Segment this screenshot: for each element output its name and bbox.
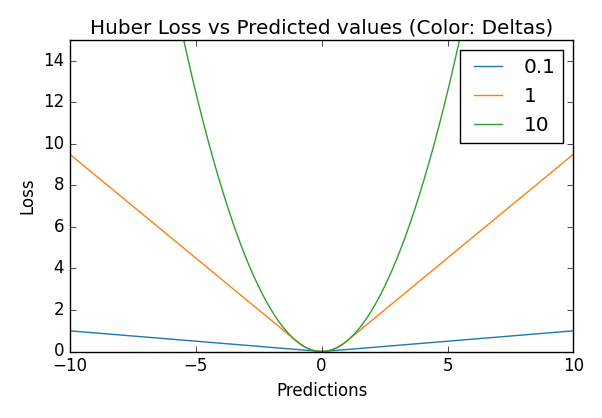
- Y-axis label: Loss: Loss: [18, 177, 36, 214]
- 0.1: [468, 336, 476, 342]
- 0.1: [412, 342, 420, 347]
- 1: [570, 152, 577, 157]
- Line: 10: 10: [70, 0, 574, 352]
- Line: 1: 1: [70, 154, 574, 352]
- 0.1: [318, 349, 325, 354]
- 1: [66, 152, 73, 157]
- 0.1: [570, 328, 577, 333]
- 0.1: [270, 345, 277, 350]
- Legend: 0.1, 1, 10: 0.1, 1, 10: [459, 50, 563, 143]
- 0.1: [288, 347, 295, 352]
- 1: [412, 281, 420, 286]
- Title: Huber Loss vs Predicted values (Color: Deltas): Huber Loss vs Predicted values (Color: D…: [90, 18, 553, 37]
- 1: [288, 335, 295, 340]
- 10: [288, 334, 295, 339]
- 1: [318, 349, 325, 354]
- 0.1: [66, 328, 73, 333]
- 10: [318, 349, 325, 354]
- 1: [459, 243, 467, 248]
- Line: 0.1: 0.1: [70, 331, 574, 352]
- 1: [468, 235, 476, 240]
- 1: [270, 320, 277, 325]
- 0.1: [459, 337, 467, 342]
- 10: [412, 203, 420, 208]
- 10: [459, 21, 467, 26]
- 10: [270, 311, 277, 316]
- X-axis label: Predictions: Predictions: [276, 382, 367, 400]
- 1: [117, 194, 125, 199]
- 0.1: [117, 333, 125, 338]
